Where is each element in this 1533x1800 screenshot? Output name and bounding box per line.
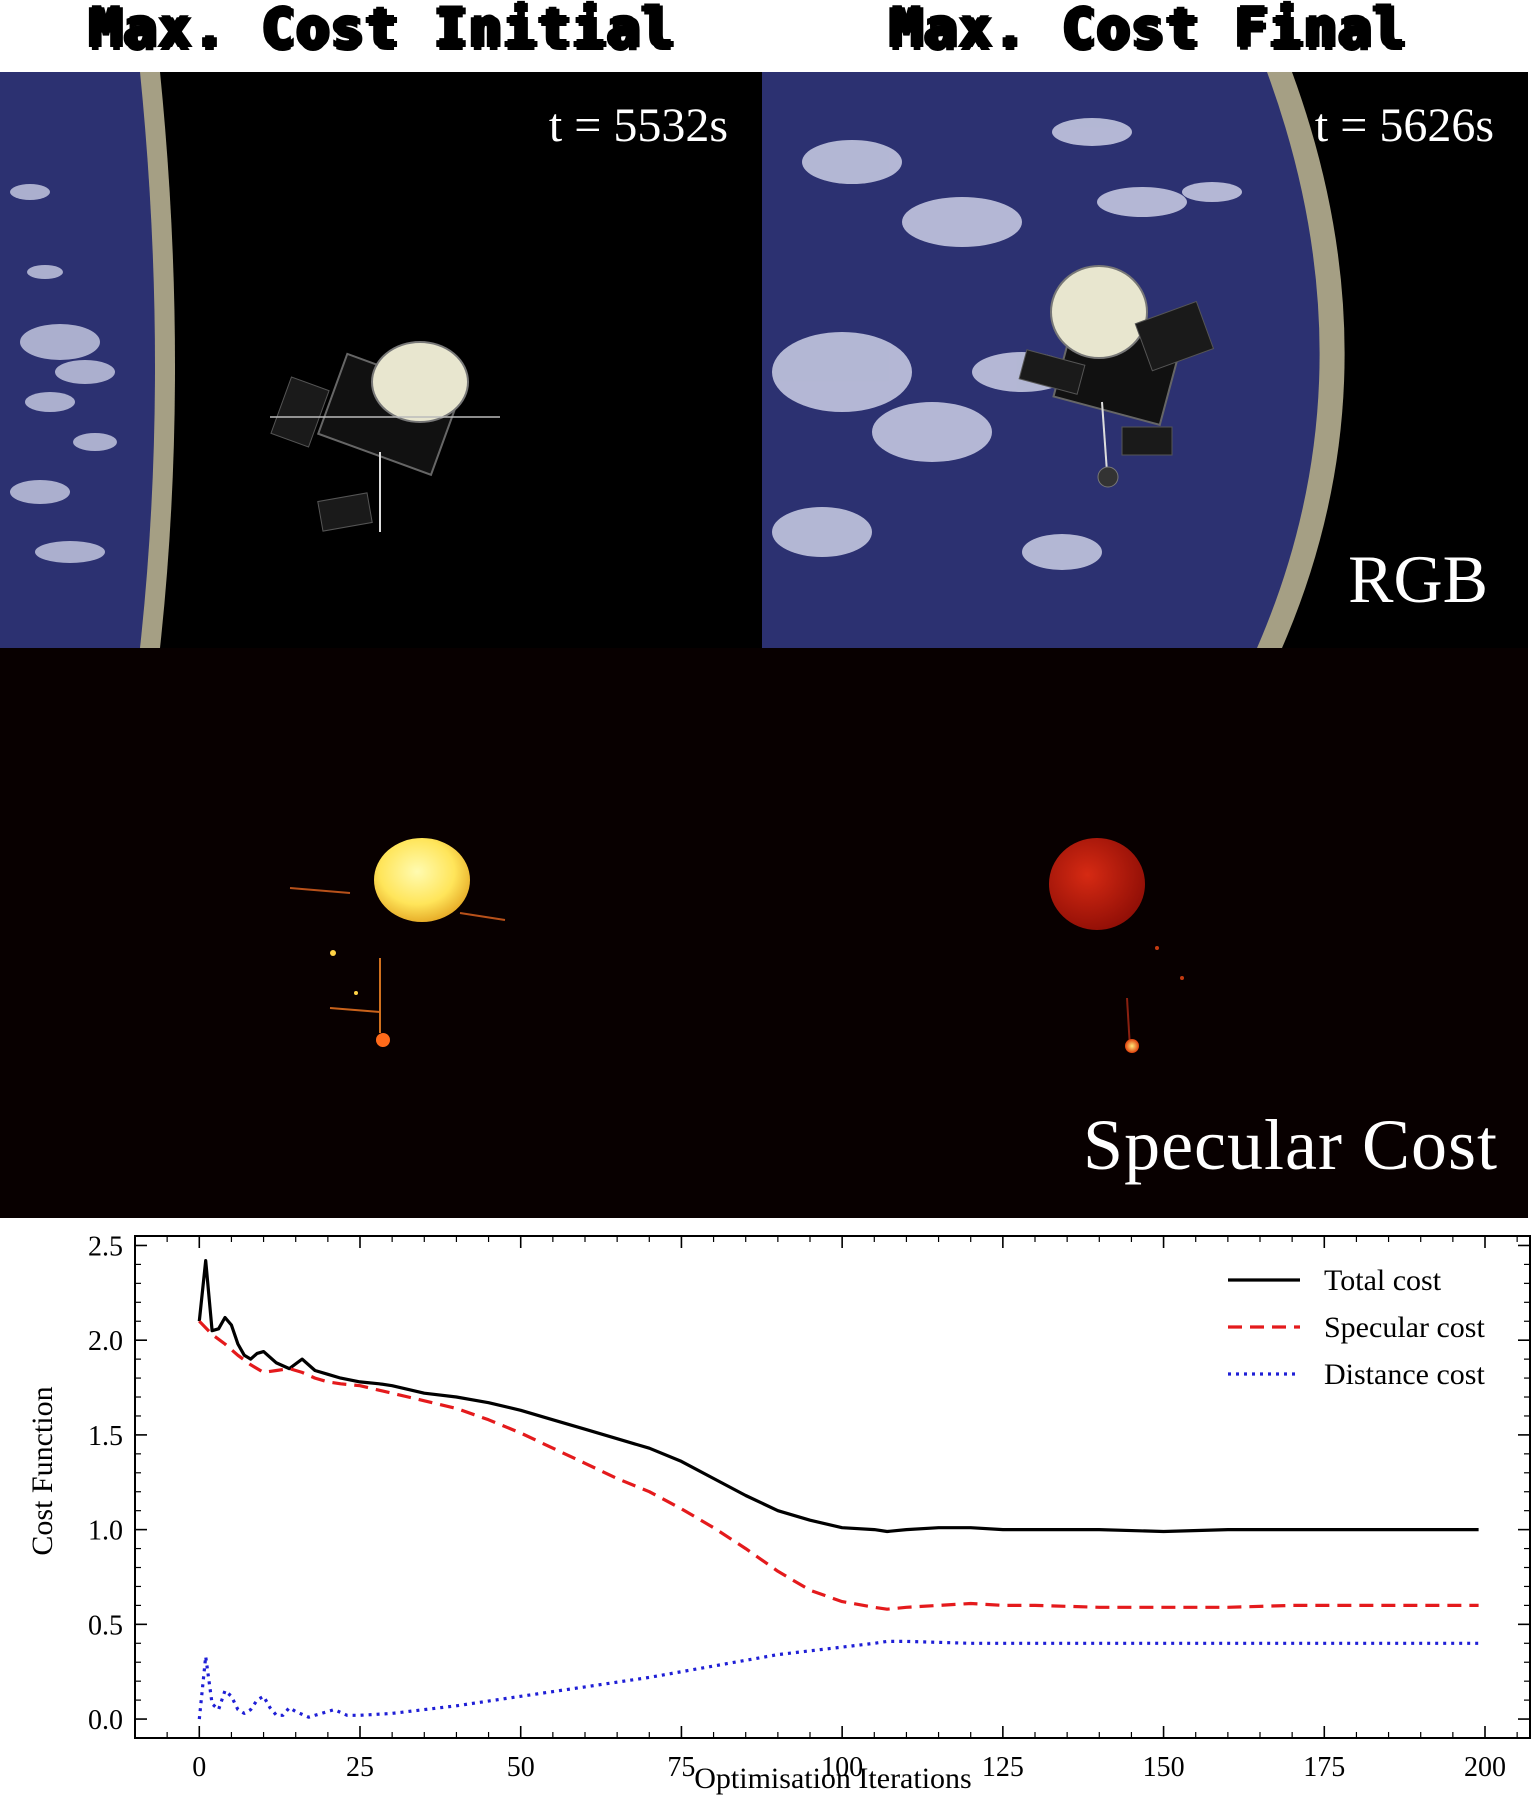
y-tick-label: 0.5 bbox=[88, 1610, 123, 1641]
legend-label: Distance cost bbox=[1324, 1358, 1485, 1391]
x-tick-label: 175 bbox=[1303, 1752, 1345, 1783]
specular-final-render bbox=[1049, 838, 1184, 1053]
x-tick-label: 125 bbox=[982, 1752, 1024, 1783]
series-line-dotted bbox=[197, 1639, 1479, 1720]
x-tick-label: 150 bbox=[1143, 1752, 1185, 1783]
rgb-initial-panel: t = 5532s bbox=[0, 72, 762, 648]
series-line-dashed bbox=[198, 1320, 1479, 1611]
x-tick-label: 50 bbox=[507, 1752, 535, 1783]
x-tick-label: 75 bbox=[667, 1752, 695, 1783]
rgb-final-render bbox=[762, 72, 1345, 648]
y-tick-label: 1.5 bbox=[88, 1421, 123, 1452]
specular-final-panel: Specular Cost bbox=[762, 648, 1528, 1218]
x-tick-label: 200 bbox=[1464, 1752, 1506, 1783]
cloud-cover bbox=[10, 184, 117, 563]
specular-heatmap bbox=[289, 838, 506, 1047]
specular-initial-panel bbox=[0, 648, 762, 1218]
legend-label: Total cost bbox=[1324, 1264, 1442, 1297]
x-tick-label: 100 bbox=[821, 1752, 863, 1783]
final-column-title: Max. Cost Final bbox=[890, 0, 1408, 60]
final-time-stamp: t = 5626s bbox=[1314, 99, 1494, 152]
y-tick-label: 2.0 bbox=[88, 1326, 123, 1357]
x-tick-label: 25 bbox=[346, 1752, 374, 1783]
x-tick-label: 0 bbox=[192, 1752, 206, 1783]
plot-frame bbox=[134, 1235, 1531, 1739]
rgb-label: RGB bbox=[1348, 541, 1488, 617]
specular-initial-render bbox=[289, 838, 506, 1047]
satellite-model bbox=[1018, 265, 1215, 488]
initial-column-title: Max. Cost Initial bbox=[89, 0, 677, 60]
rgb-initial-render bbox=[0, 72, 500, 648]
cost-function-chart: 0 25 50 75 100 125 150 175 200 0.0 0.5 1.0 1.5 2.0 2.5… bbox=[26, 1231, 1531, 1795]
y-axis-title: Cost Function bbox=[26, 1386, 59, 1555]
satellite-model bbox=[270, 341, 500, 532]
initial-time-stamp: t = 5532s bbox=[548, 99, 728, 152]
x-axis-title: Optimisation Iterations bbox=[694, 1762, 971, 1795]
specular-cost-label: Specular Cost bbox=[1083, 1105, 1498, 1185]
earth-surface bbox=[0, 72, 155, 648]
y-tick-label: 1.0 bbox=[88, 1516, 123, 1547]
series-line-solid bbox=[197, 1258, 1479, 1534]
y-tick-label: 2.5 bbox=[88, 1231, 123, 1262]
specular-heatmap bbox=[1049, 838, 1184, 1053]
rgb-final-panel: t = 5626s RGB bbox=[762, 72, 1528, 648]
y-tick-label: 0.0 bbox=[88, 1705, 123, 1736]
legend-label: Specular cost bbox=[1324, 1311, 1485, 1344]
